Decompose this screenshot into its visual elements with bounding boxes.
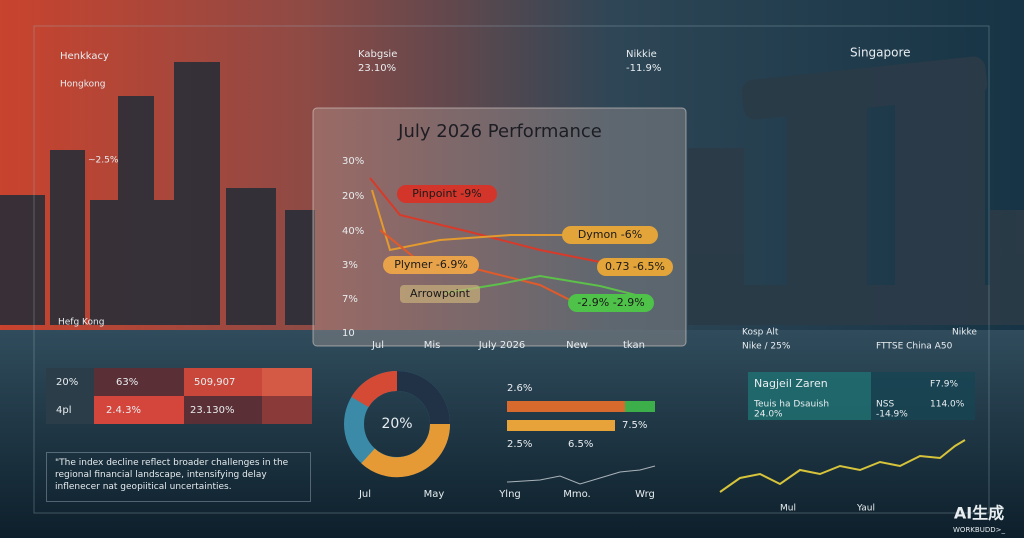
panel-cell bbox=[748, 372, 871, 420]
y-labels: 30% 20% 40% 3% 7% 10 bbox=[342, 156, 364, 339]
line-label: Dymon -6% bbox=[578, 228, 642, 241]
sparkline bbox=[506, 465, 656, 485]
top-center-title: Kabgsie bbox=[358, 49, 397, 60]
cell bbox=[46, 396, 94, 424]
y-label: 3% bbox=[342, 260, 358, 271]
panel-x-label: Mul bbox=[780, 504, 796, 514]
watermark: AI生成 bbox=[954, 504, 1004, 523]
note-box: "The index decline reflect broader chall… bbox=[46, 452, 311, 502]
cell bbox=[94, 368, 184, 396]
top-left-city: Hefg Kong bbox=[58, 318, 104, 328]
x-label: Wrg bbox=[635, 489, 655, 500]
y-label: 7% bbox=[342, 294, 358, 305]
panel-sub2: NSS bbox=[876, 400, 894, 410]
cell-text: 2.4.3% bbox=[106, 405, 141, 416]
x-label: Mmo. bbox=[563, 489, 591, 500]
panel-sub2-value: -14.9% bbox=[876, 410, 908, 420]
top-right-value: -11.9% bbox=[626, 63, 661, 74]
top-left-title: Henkkacy bbox=[60, 51, 109, 62]
donut-segment bbox=[361, 423, 451, 478]
panel-title: Nagjeil Zaren bbox=[754, 377, 828, 390]
water bbox=[0, 330, 1024, 538]
side-label: Nike / 25% bbox=[742, 342, 791, 352]
panel-right-value: 114.0% bbox=[930, 400, 965, 410]
label-pill bbox=[597, 258, 673, 276]
x-label: Jul bbox=[371, 340, 384, 351]
bar-label: 2.5% bbox=[507, 439, 532, 450]
y-label: 20% bbox=[342, 191, 364, 202]
cell-text: 4pl bbox=[56, 405, 72, 416]
top-center-value: 23.10% bbox=[358, 63, 396, 74]
cell bbox=[184, 368, 262, 396]
cell-text: 23.130% bbox=[190, 405, 235, 416]
label-pill bbox=[562, 226, 658, 244]
side-label: FTTSE China A50 bbox=[876, 342, 953, 352]
top-right-title: Nikkie bbox=[626, 49, 657, 60]
cell bbox=[184, 396, 262, 424]
bottom-x-labels: Jul May Ylng Mmo. Wrg bbox=[358, 489, 655, 500]
donut-segment bbox=[351, 370, 398, 408]
y-label: 10 bbox=[342, 328, 355, 339]
trend-line bbox=[719, 439, 966, 493]
panel-cell bbox=[871, 372, 975, 420]
cell bbox=[94, 396, 184, 424]
donut: 20% bbox=[344, 370, 451, 478]
top-left-sub: Hongkong bbox=[60, 80, 106, 90]
cell bbox=[46, 368, 94, 396]
table: 20% 63% 509,907 4pl 2.4.3% 23.130% bbox=[46, 368, 312, 424]
line-label: -2.9% -2.9% bbox=[577, 296, 644, 309]
label-pill bbox=[397, 185, 497, 203]
line-label: Pinpoint -9% bbox=[412, 187, 481, 200]
x-label: Mis bbox=[424, 340, 441, 351]
x-label: July 2026 bbox=[478, 340, 526, 351]
label-pill bbox=[568, 294, 654, 312]
bar-label: 6.5% bbox=[568, 439, 593, 450]
bar bbox=[507, 420, 615, 431]
side-label: Kosp Alt bbox=[742, 328, 779, 338]
y-label: 40% bbox=[342, 226, 364, 237]
frame bbox=[33, 25, 990, 514]
x-label: New bbox=[566, 340, 588, 351]
line bbox=[371, 189, 580, 252]
line-label: Arrowpoint bbox=[410, 287, 471, 300]
skyline-left bbox=[0, 62, 315, 325]
cell-text: 20% bbox=[56, 377, 78, 388]
top-right-city: Singapore bbox=[850, 46, 911, 60]
donut-segment bbox=[396, 371, 450, 425]
panel-title-value: F7.9% bbox=[930, 380, 958, 390]
cell-text: 63% bbox=[116, 377, 138, 388]
panel-x-label: Yaul bbox=[856, 504, 875, 514]
y-label: 30% bbox=[342, 156, 364, 167]
x-label: tkan bbox=[623, 340, 645, 351]
skyline-right bbox=[688, 56, 1024, 325]
bar-label: 7.5% bbox=[622, 420, 647, 431]
label-pill bbox=[400, 285, 480, 303]
watermark-sub: WORKBUDD>_ bbox=[953, 526, 1005, 534]
line-label: Plymer -6.9% bbox=[394, 258, 468, 271]
performance-title: July 2026 Performance bbox=[397, 121, 602, 142]
label-pill bbox=[383, 256, 479, 274]
top-left-change: ~2.5% bbox=[88, 156, 119, 166]
line-label: 0.73 -6.5% bbox=[605, 260, 665, 273]
cell bbox=[262, 396, 312, 424]
donut-center: 20% bbox=[381, 416, 412, 432]
note: "The index decline reflect broader chall… bbox=[46, 452, 311, 502]
x-label: Ylng bbox=[498, 489, 521, 500]
cell-text: 509,907 bbox=[194, 377, 235, 388]
panel-sub-value: 24.0% bbox=[754, 410, 783, 420]
x-labels: Jul Mis July 2026 New tkan bbox=[371, 340, 645, 351]
x-label: May bbox=[424, 489, 445, 500]
line bbox=[444, 274, 641, 297]
panel-sub: Teuis ha Dsauish bbox=[753, 400, 829, 410]
cell bbox=[262, 368, 312, 396]
side-label: Nikke bbox=[952, 328, 977, 338]
bar-label: 2.6% bbox=[507, 383, 532, 394]
bar bbox=[625, 401, 655, 412]
x-label: Jul bbox=[358, 489, 371, 500]
bar bbox=[507, 401, 625, 412]
